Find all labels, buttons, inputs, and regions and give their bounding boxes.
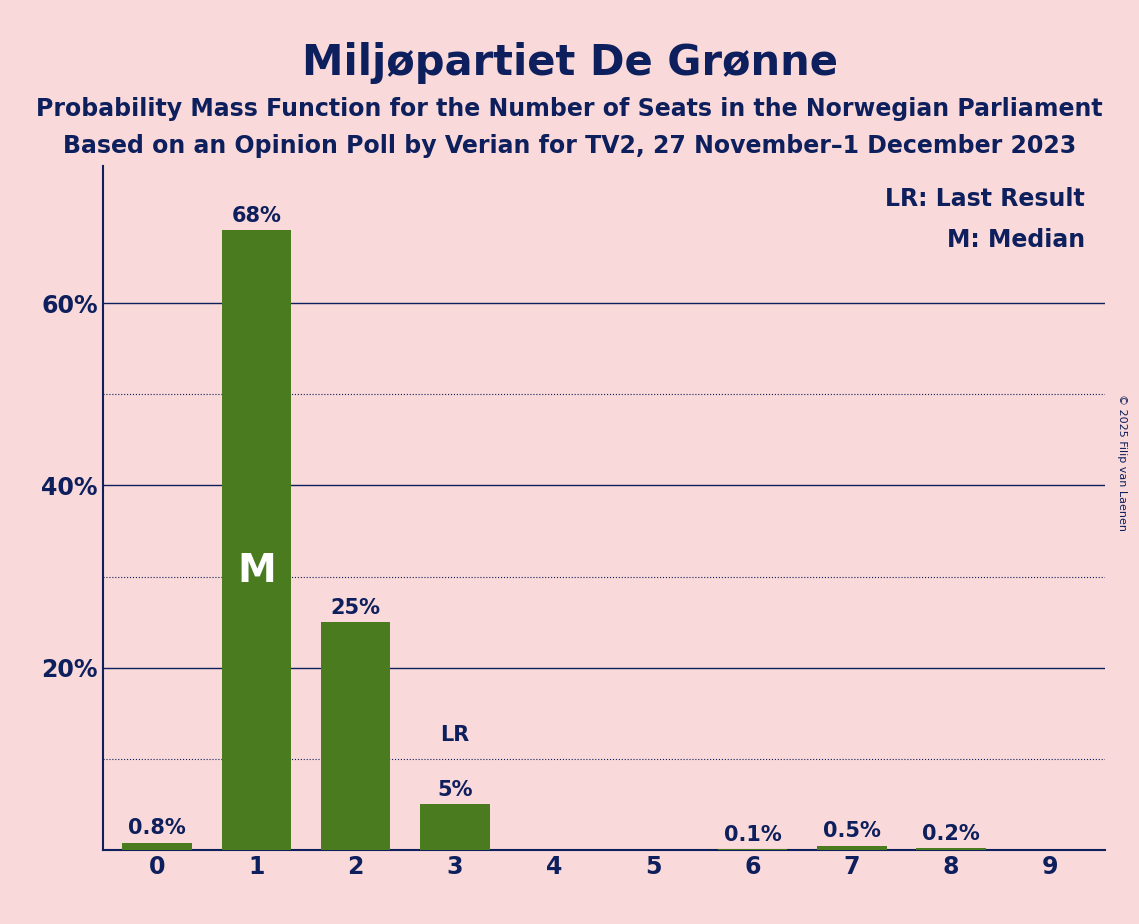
Text: 0.2%: 0.2%: [923, 823, 980, 844]
Text: LR: LR: [440, 725, 469, 746]
Bar: [222, 230, 292, 850]
Text: 0.5%: 0.5%: [822, 821, 880, 841]
Text: 68%: 68%: [231, 205, 281, 225]
Text: LR: Last Result: LR: Last Result: [885, 187, 1084, 211]
Bar: [420, 805, 490, 850]
Text: M: M: [237, 553, 276, 590]
Text: 0.1%: 0.1%: [723, 824, 781, 845]
Text: Probability Mass Function for the Number of Seats in the Norwegian Parliament: Probability Mass Function for the Number…: [36, 97, 1103, 121]
Bar: [321, 622, 391, 850]
Text: © 2025 Filip van Laenen: © 2025 Filip van Laenen: [1117, 394, 1126, 530]
Bar: [916, 848, 985, 850]
Text: 5%: 5%: [437, 780, 473, 800]
Text: Based on an Opinion Poll by Verian for TV2, 27 November–1 December 2023: Based on an Opinion Poll by Verian for T…: [63, 134, 1076, 158]
Bar: [817, 845, 886, 850]
Text: 25%: 25%: [330, 598, 380, 617]
Bar: [122, 843, 191, 850]
Text: 0.8%: 0.8%: [129, 819, 186, 838]
Text: Miljøpartiet De Grønne: Miljøpartiet De Grønne: [302, 42, 837, 83]
Text: M: Median: M: Median: [947, 228, 1084, 252]
